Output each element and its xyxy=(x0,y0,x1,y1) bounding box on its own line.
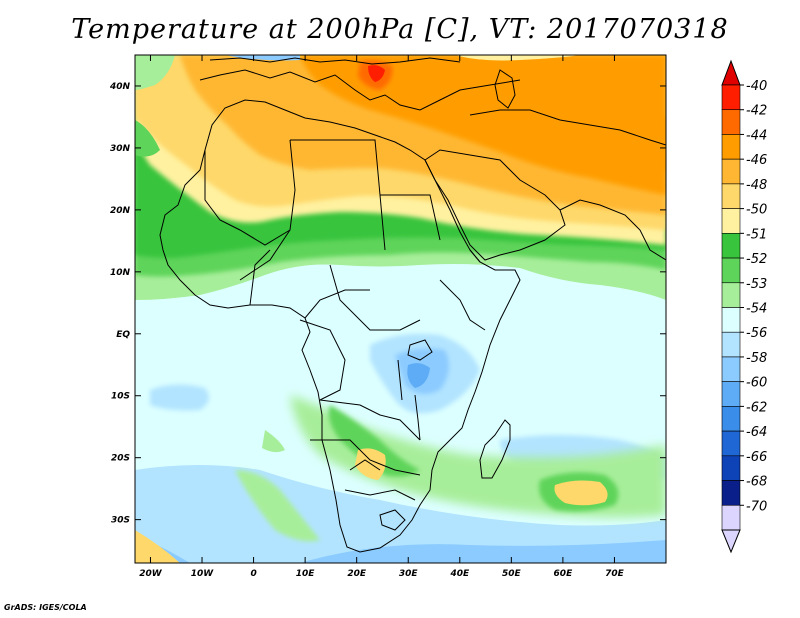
colorbar-swatch xyxy=(721,381,741,407)
colorbar-swatch xyxy=(721,282,741,308)
colorbar-label: -40 xyxy=(746,79,767,94)
colorbar-label: -50 xyxy=(746,203,767,218)
colorbar-swatch xyxy=(721,183,741,209)
colorbar-swatch xyxy=(721,109,741,135)
colorbar-label: -46 xyxy=(746,153,767,168)
colorbar-label: -70 xyxy=(746,499,767,514)
colorbar: -40 -42 -44 -46 -48 -50 -51 -52 -53 -54 -56 -58 -60 -… xyxy=(721,59,767,554)
lon-tick-label: 0 xyxy=(250,569,256,579)
colorbar-label: -51 xyxy=(746,227,767,242)
lat-tick-label: 20S xyxy=(111,454,130,464)
colorbar-swatch xyxy=(721,406,741,432)
colorbar-swatch xyxy=(721,208,741,234)
colorbar-swatch xyxy=(721,307,741,333)
colorbar-swatch xyxy=(721,430,741,457)
latitude-axis: 40N 30N 20N 10N EQ 10S 20S 30S xyxy=(109,82,666,526)
colorbar-label: -68 xyxy=(746,475,767,490)
lat-tick-label: 20N xyxy=(110,206,131,216)
lat-tick-label: EQ xyxy=(116,330,130,340)
colorbar-label: -44 xyxy=(746,128,767,143)
colorbar-label: -54 xyxy=(746,302,767,317)
lon-tick-label: 20W xyxy=(139,569,163,579)
lon-tick-label: 50E xyxy=(502,569,522,579)
colorbar-swatch xyxy=(721,504,741,531)
colorbar-swatch xyxy=(721,257,741,284)
colorbar-label: -53 xyxy=(746,277,767,292)
colorbar-label: -62 xyxy=(746,400,767,415)
lon-tick-label: 20E xyxy=(347,569,367,579)
colorbar-swatch xyxy=(721,84,741,111)
lon-tick-label: 70E xyxy=(605,569,625,579)
colorbar-swatch xyxy=(721,480,741,506)
lon-tick-label: 60E xyxy=(554,569,574,579)
lat-tick-label: 10N xyxy=(110,268,131,278)
colorbar-label: -56 xyxy=(746,326,767,341)
lon-tick-label: 40E xyxy=(449,569,470,579)
colorbar-swatch xyxy=(721,158,741,185)
colorbar-label: -66 xyxy=(746,450,767,465)
colorbar-label: -52 xyxy=(746,252,767,267)
coastlines xyxy=(159,57,666,553)
colorbar-bottom-arrow xyxy=(721,529,741,554)
colorbar-label: -48 xyxy=(746,178,767,193)
lat-tick-label: 10S xyxy=(111,392,130,402)
colorbar-swatch xyxy=(721,356,741,382)
lon-tick-label: 30E xyxy=(399,569,419,579)
colorbar-swatch xyxy=(721,455,741,481)
plot-frame xyxy=(134,54,667,564)
credit-label: GrADS: IGES/COLA xyxy=(4,603,87,612)
lat-tick-label: 30N xyxy=(110,144,131,154)
colorbar-label: -42 xyxy=(746,104,767,119)
lat-tick-label: 40N xyxy=(109,82,131,92)
colorbar-swatch xyxy=(721,331,741,358)
colorbar-label: -58 xyxy=(746,351,767,366)
colorbar-label: -60 xyxy=(746,376,767,391)
colorbar-label: -64 xyxy=(746,425,767,440)
temperature-field xyxy=(135,55,666,563)
map-title: Temperature at 200hPa [C], VT: 201707031… xyxy=(71,14,729,45)
longitude-axis: 20W 10W 0 10E 20E 30E 40E 50E 60E 70E xyxy=(139,55,625,579)
colorbar-swatch xyxy=(721,233,741,259)
lon-tick-label: 10E xyxy=(296,569,316,579)
lat-tick-label: 30S xyxy=(111,516,130,526)
colorbar-swatch xyxy=(721,134,741,160)
lon-tick-label: 10W xyxy=(191,569,215,579)
colorbar-top-arrow xyxy=(721,59,741,86)
